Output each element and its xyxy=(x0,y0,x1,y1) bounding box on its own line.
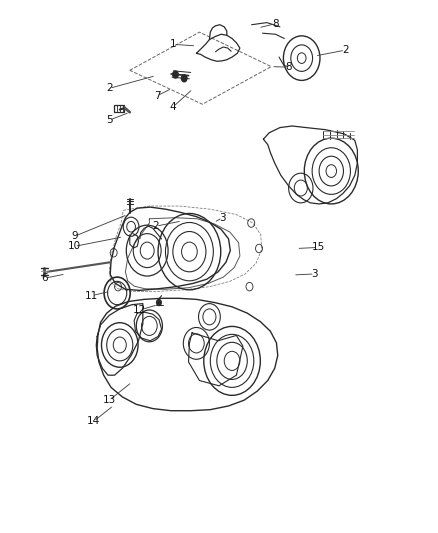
Text: 3: 3 xyxy=(311,269,318,279)
Text: 13: 13 xyxy=(102,395,116,405)
Circle shape xyxy=(172,70,179,79)
Text: 5: 5 xyxy=(106,115,113,125)
Text: 3: 3 xyxy=(219,213,226,223)
Text: 4: 4 xyxy=(169,102,176,112)
Text: 2: 2 xyxy=(106,83,113,93)
Text: 9: 9 xyxy=(71,231,78,241)
Text: 11: 11 xyxy=(85,290,99,301)
Text: 2: 2 xyxy=(342,45,349,55)
Circle shape xyxy=(156,299,162,306)
Text: 7: 7 xyxy=(154,91,160,101)
Text: 6: 6 xyxy=(42,273,48,283)
Text: 1: 1 xyxy=(170,39,177,50)
Text: 15: 15 xyxy=(311,243,325,253)
FancyBboxPatch shape xyxy=(114,105,124,112)
Text: 8: 8 xyxy=(285,62,292,72)
Text: 10: 10 xyxy=(68,241,81,252)
Text: 8: 8 xyxy=(272,19,279,29)
Text: 12: 12 xyxy=(133,305,146,315)
Text: 2: 2 xyxy=(152,221,159,231)
Circle shape xyxy=(181,74,187,83)
Text: 14: 14 xyxy=(87,416,100,426)
